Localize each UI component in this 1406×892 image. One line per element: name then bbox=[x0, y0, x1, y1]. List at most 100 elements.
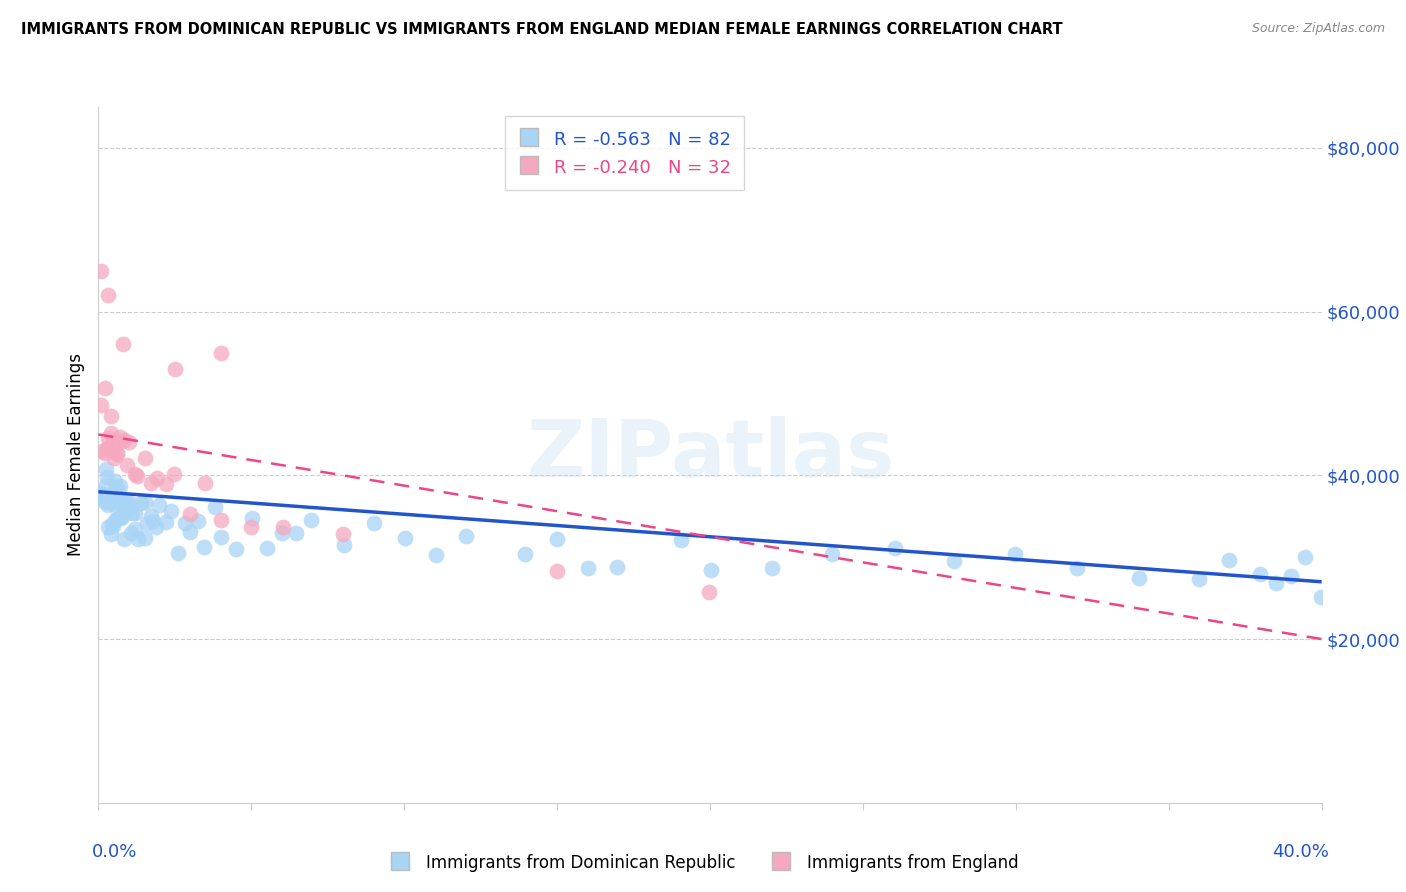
Point bbox=[100, 486, 122, 500]
Text: Source: ZipAtlas.com: Source: ZipAtlas.com bbox=[1251, 22, 1385, 36]
Point bbox=[94, 495, 117, 509]
Point bbox=[112, 434, 135, 448]
Point bbox=[394, 531, 416, 545]
Point bbox=[120, 526, 142, 541]
Point bbox=[148, 498, 170, 512]
Point bbox=[697, 584, 720, 599]
Point bbox=[93, 381, 115, 395]
Point bbox=[100, 526, 122, 541]
Point bbox=[103, 497, 125, 511]
Point bbox=[134, 451, 156, 466]
Point bbox=[1249, 566, 1271, 581]
Point bbox=[115, 458, 138, 472]
Point bbox=[114, 501, 136, 516]
Text: 0.0%: 0.0% bbox=[91, 843, 136, 861]
Point bbox=[107, 510, 129, 524]
Point bbox=[124, 522, 146, 536]
Point bbox=[118, 500, 141, 515]
Point bbox=[104, 512, 127, 526]
Point bbox=[111, 337, 134, 351]
Point bbox=[105, 480, 128, 494]
Point bbox=[124, 506, 146, 520]
Legend: Immigrants from Dominican Republic, Immigrants from England: Immigrants from Dominican Republic, Immi… bbox=[381, 847, 1025, 880]
Point bbox=[209, 513, 232, 527]
Point bbox=[173, 516, 195, 530]
Point bbox=[425, 548, 447, 562]
Point bbox=[700, 563, 723, 577]
Point bbox=[100, 425, 122, 440]
Point bbox=[166, 546, 188, 560]
Point bbox=[1264, 576, 1286, 591]
Point bbox=[139, 475, 162, 490]
Point bbox=[96, 441, 118, 455]
Point bbox=[160, 504, 183, 518]
Point bbox=[127, 532, 149, 546]
Point bbox=[118, 496, 141, 510]
Point bbox=[225, 542, 247, 557]
Point bbox=[97, 498, 120, 512]
Point bbox=[97, 431, 120, 445]
Point bbox=[145, 520, 167, 534]
Point bbox=[454, 529, 477, 543]
Point bbox=[105, 446, 128, 460]
Point bbox=[942, 553, 965, 567]
Point bbox=[142, 514, 165, 528]
Point bbox=[186, 514, 208, 528]
Point bbox=[1294, 550, 1316, 565]
Point bbox=[135, 516, 157, 530]
Point bbox=[94, 462, 117, 476]
Point bbox=[332, 527, 354, 541]
Point bbox=[1188, 572, 1211, 586]
Point bbox=[90, 398, 112, 412]
Point bbox=[193, 540, 215, 554]
Point bbox=[270, 526, 292, 541]
Point bbox=[576, 561, 599, 575]
Point bbox=[112, 493, 135, 508]
Point bbox=[239, 520, 262, 534]
Point bbox=[97, 288, 120, 302]
Point bbox=[134, 531, 156, 545]
Point bbox=[546, 532, 568, 546]
Point bbox=[883, 541, 905, 555]
Legend: R = -0.563   N = 82, R = -0.240   N = 32: R = -0.563 N = 82, R = -0.240 N = 32 bbox=[505, 116, 744, 190]
Point bbox=[124, 467, 146, 481]
Point bbox=[204, 500, 226, 515]
Point bbox=[669, 533, 692, 547]
Point bbox=[100, 516, 122, 531]
Point bbox=[179, 507, 201, 521]
Point bbox=[103, 451, 125, 466]
Point bbox=[1218, 553, 1240, 567]
Point bbox=[284, 526, 307, 541]
Point bbox=[108, 434, 131, 449]
Point bbox=[100, 409, 122, 423]
Point bbox=[821, 547, 844, 561]
Point bbox=[299, 513, 322, 527]
Point bbox=[94, 446, 117, 460]
Point bbox=[515, 547, 537, 561]
Point bbox=[606, 560, 628, 574]
Point bbox=[108, 479, 131, 493]
Point bbox=[256, 541, 278, 555]
Point bbox=[90, 264, 112, 278]
Point bbox=[115, 495, 138, 509]
Y-axis label: Median Female Earnings: Median Female Earnings bbox=[66, 353, 84, 557]
Point bbox=[107, 494, 129, 508]
Point bbox=[103, 434, 125, 449]
Point bbox=[271, 520, 294, 534]
Text: 40.0%: 40.0% bbox=[1272, 843, 1329, 861]
Text: ZIPatlas: ZIPatlas bbox=[526, 416, 894, 494]
Point bbox=[363, 516, 385, 531]
Point bbox=[91, 487, 114, 501]
Point bbox=[163, 467, 186, 482]
Point bbox=[163, 362, 186, 376]
Point bbox=[179, 525, 201, 540]
Point bbox=[93, 491, 115, 506]
Point bbox=[96, 470, 118, 484]
Point bbox=[104, 474, 127, 488]
Point bbox=[101, 519, 124, 533]
Point bbox=[155, 516, 177, 530]
Point bbox=[761, 561, 783, 575]
Point bbox=[127, 468, 149, 483]
Point bbox=[97, 519, 120, 533]
Point bbox=[91, 444, 114, 458]
